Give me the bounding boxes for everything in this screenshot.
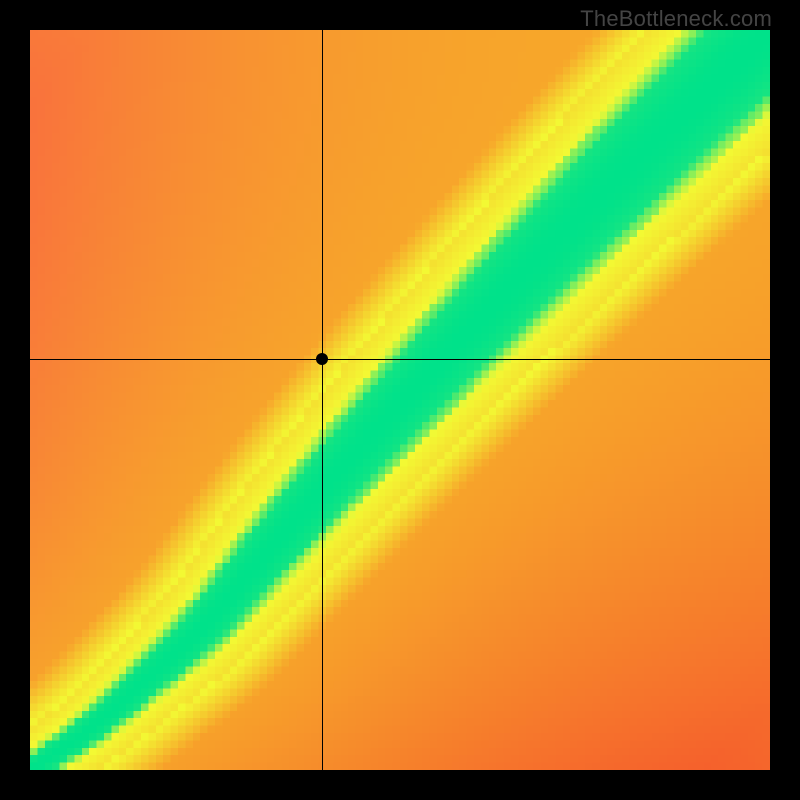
crosshair-vertical	[322, 30, 324, 770]
watermark-text: TheBottleneck.com	[580, 6, 772, 32]
chart-root: TheBottleneck.com	[0, 0, 800, 800]
plot-area	[30, 30, 770, 770]
heatmap-canvas	[30, 30, 770, 770]
marker-dot	[316, 353, 328, 365]
crosshair-horizontal	[30, 359, 770, 361]
